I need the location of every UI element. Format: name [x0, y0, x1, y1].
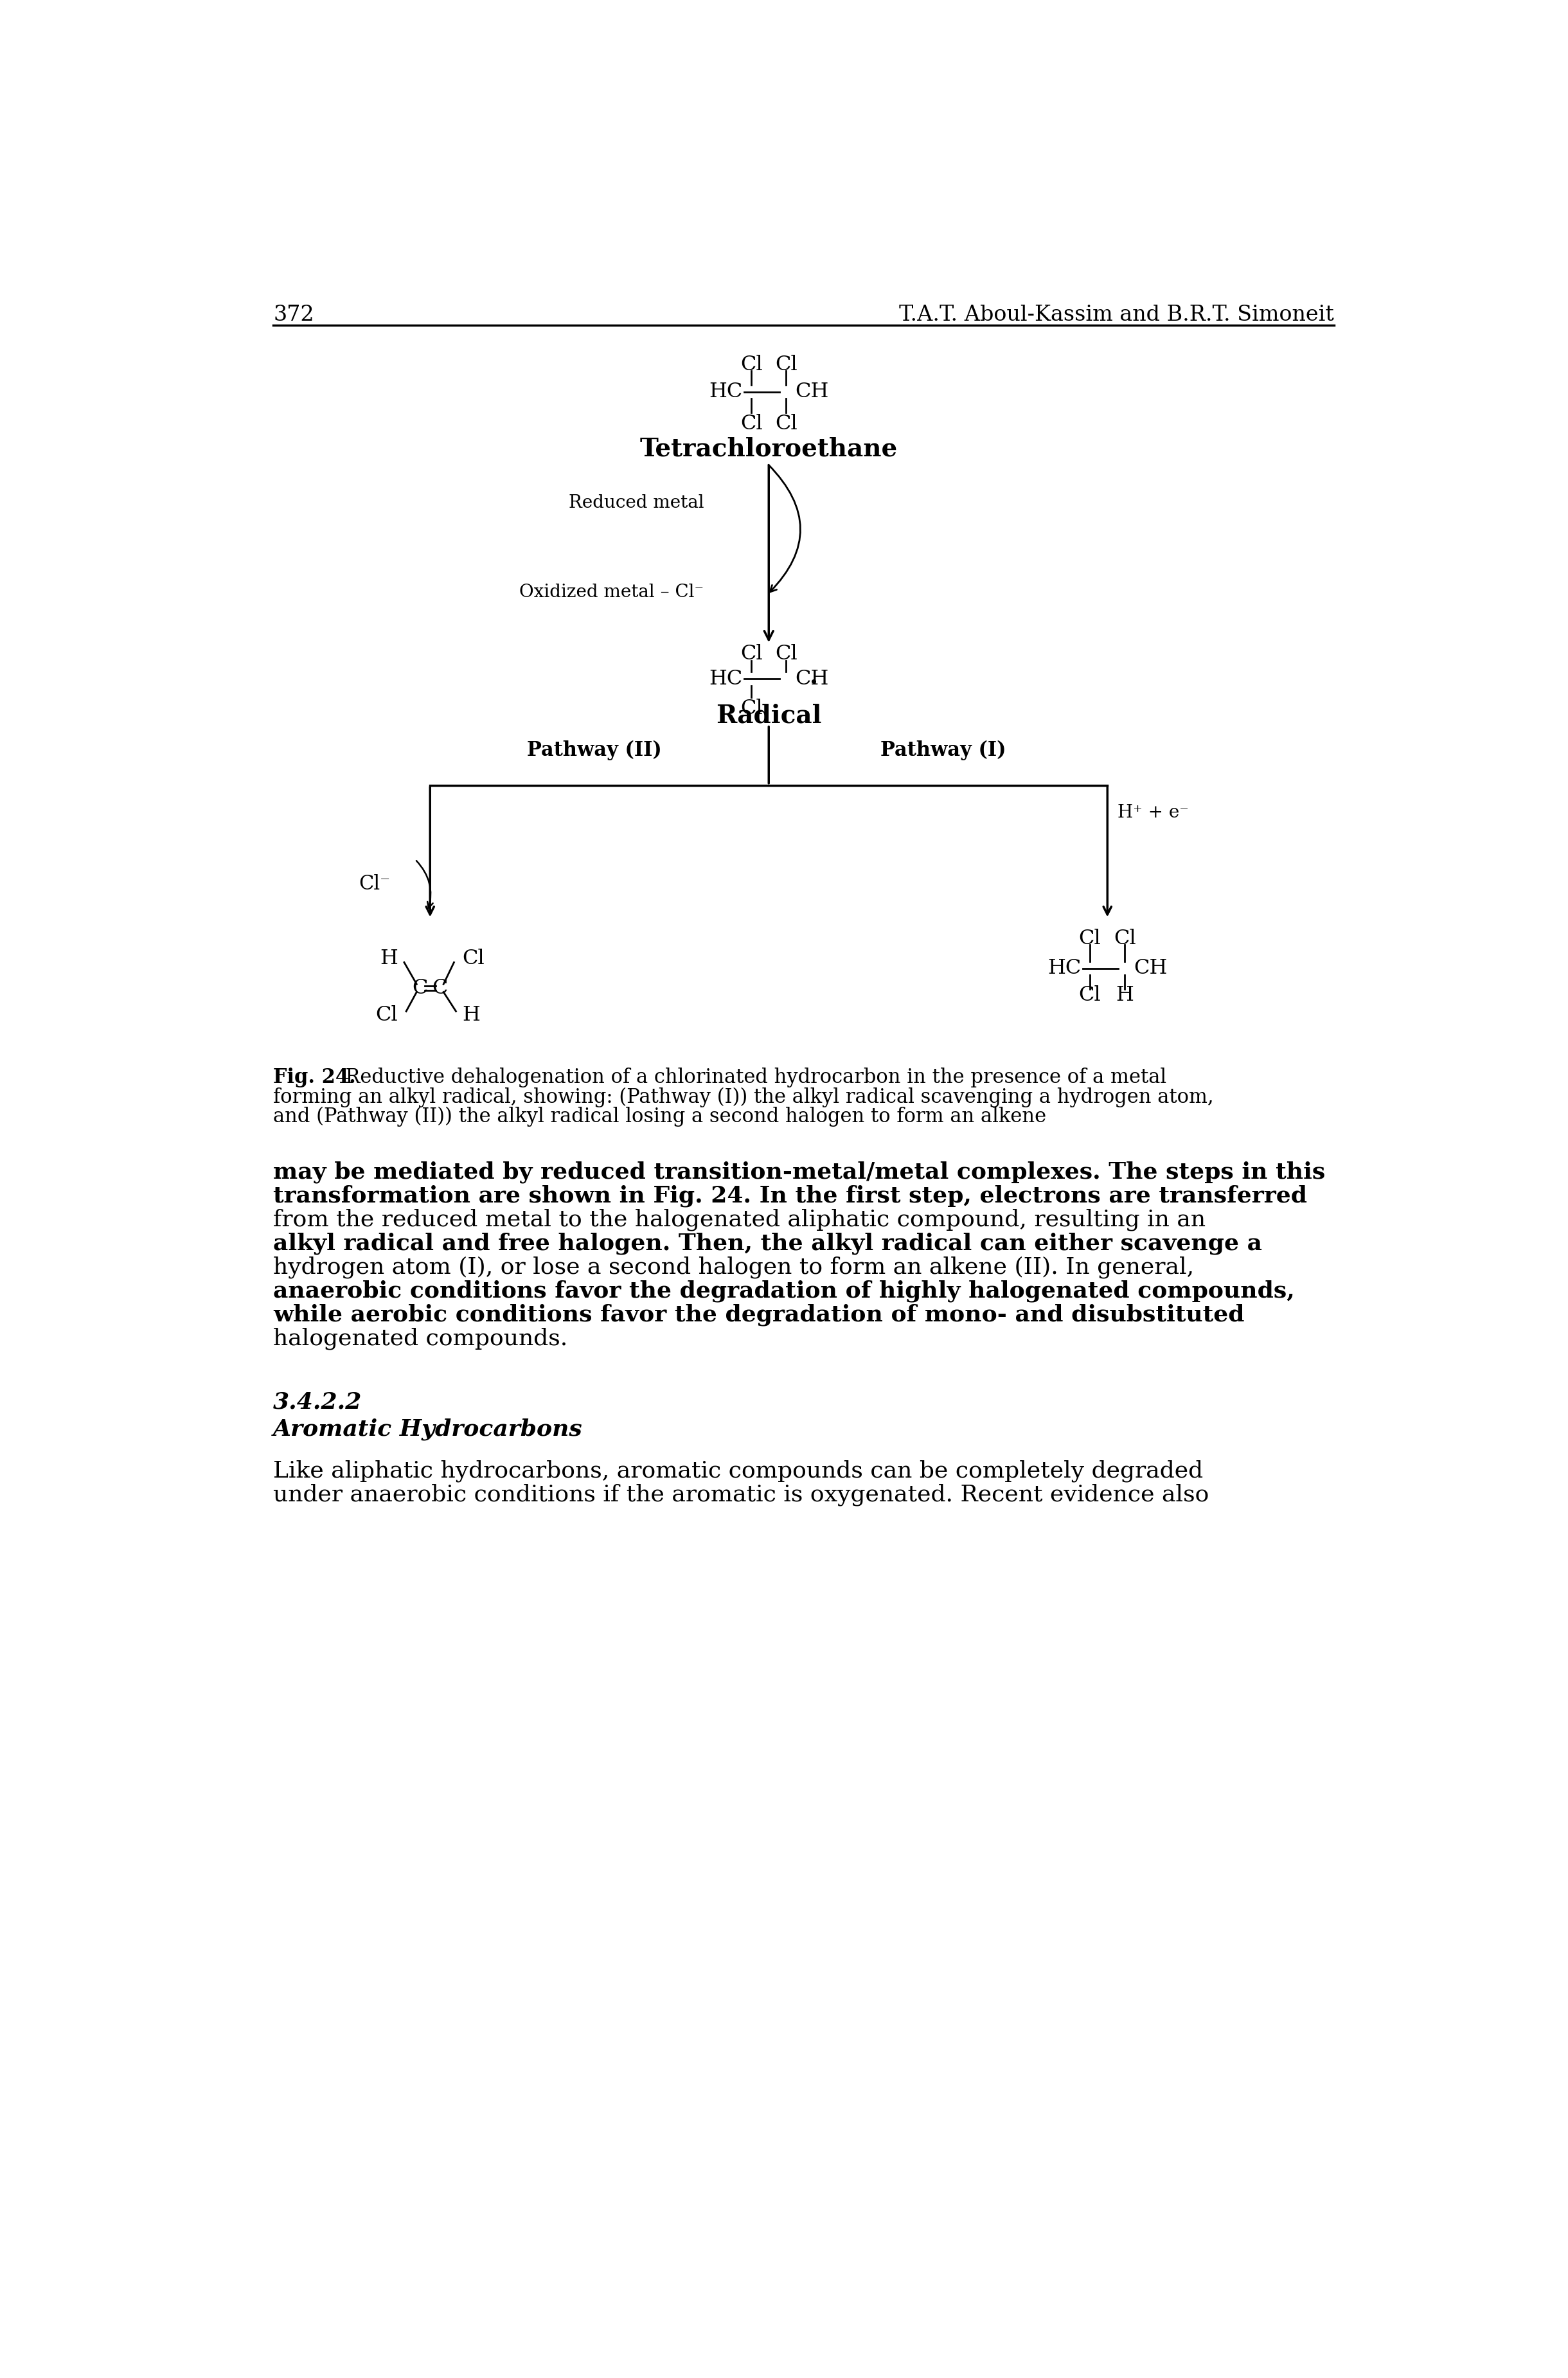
- Text: Reductive dehalogenation of a chlorinated hydrocarbon in the presence of a metal: Reductive dehalogenation of a chlorinate…: [332, 1068, 1167, 1087]
- Text: H: H: [1116, 984, 1134, 1006]
- Text: Cl: Cl: [1079, 930, 1101, 949]
- Text: Reduced metal: Reduced metal: [569, 495, 704, 511]
- Text: Cl: Cl: [1113, 930, 1135, 949]
- Text: CH: CH: [795, 383, 829, 402]
- Text: transformation are shown in Fig. 24. In the first step, electrons are transferre: transformation are shown in Fig. 24. In …: [273, 1184, 1308, 1208]
- Text: HC: HC: [1047, 958, 1080, 977]
- Text: Cl: Cl: [740, 699, 762, 718]
- Text: under anaerobic conditions if the aromatic is oxygenated. Recent evidence also: under anaerobic conditions if the aromat…: [273, 1484, 1209, 1505]
- Text: Aromatic Hydrocarbons: Aromatic Hydrocarbons: [273, 1417, 583, 1441]
- Text: H: H: [463, 1006, 480, 1025]
- Text: C: C: [412, 977, 428, 999]
- Text: Cl: Cl: [463, 949, 485, 968]
- Text: T.A.T. Aboul-Kassim and B.R.T. Simoneit: T.A.T. Aboul-Kassim and B.R.T. Simoneit: [898, 304, 1334, 326]
- Text: may be mediated by reduced transition-metal/metal complexes. The steps in this: may be mediated by reduced transition-me…: [273, 1160, 1325, 1184]
- Text: anaerobic conditions favor the degradation of highly halogenated compounds,: anaerobic conditions favor the degradati…: [273, 1279, 1295, 1303]
- Text: and (Pathway (II)) the alkyl radical losing a second halogen to form an alkene: and (Pathway (II)) the alkyl radical los…: [273, 1106, 1046, 1127]
- Text: 372: 372: [273, 304, 314, 326]
- Text: while aerobic conditions favor the degradation of mono- and disubstituted: while aerobic conditions favor the degra…: [273, 1303, 1245, 1327]
- Text: Radical: Radical: [717, 704, 822, 728]
- FancyArrowPatch shape: [417, 861, 433, 908]
- Text: Pathway (I): Pathway (I): [880, 740, 1005, 761]
- Text: Cl: Cl: [740, 644, 762, 663]
- Text: CH: CH: [795, 668, 829, 690]
- Text: from the reduced metal to the halogenated aliphatic compound, resulting in an: from the reduced metal to the halogenate…: [273, 1208, 1206, 1232]
- Text: Like aliphatic hydrocarbons, aromatic compounds can be completely degraded: Like aliphatic hydrocarbons, aromatic co…: [273, 1460, 1203, 1481]
- Text: forming an alkyl radical, showing: (Pathway (I)) the alkyl radical scavenging a : forming an alkyl radical, showing: (Path…: [273, 1087, 1214, 1108]
- Text: C: C: [433, 977, 448, 999]
- Text: Cl⁻: Cl⁻: [359, 875, 390, 894]
- FancyArrowPatch shape: [768, 464, 800, 592]
- Text: Fig. 24.: Fig. 24.: [273, 1068, 356, 1087]
- Text: Cl: Cl: [775, 354, 798, 373]
- Text: Cl: Cl: [740, 414, 762, 433]
- Text: CH: CH: [1134, 958, 1168, 977]
- Text: hydrogen atom (I), or lose a second halogen to form an alkene (II). In general,: hydrogen atom (I), or lose a second halo…: [273, 1256, 1195, 1279]
- Text: 3.4.2.2: 3.4.2.2: [273, 1391, 362, 1413]
- Text: Oxidized metal – Cl⁻: Oxidized metal – Cl⁻: [519, 583, 704, 602]
- Text: alkyl radical and free halogen. Then, the alkyl radical can either scavenge a: alkyl radical and free halogen. Then, th…: [273, 1232, 1262, 1256]
- Text: Cl: Cl: [375, 1006, 398, 1025]
- Text: HC: HC: [709, 383, 742, 402]
- Text: Cl: Cl: [775, 414, 798, 433]
- Text: Cl: Cl: [1079, 984, 1101, 1006]
- Text: Cl: Cl: [775, 644, 798, 663]
- Text: H⁺ + e⁻: H⁺ + e⁻: [1118, 804, 1189, 820]
- Text: HC: HC: [709, 668, 742, 690]
- Text: halogenated compounds.: halogenated compounds.: [273, 1327, 568, 1351]
- Text: Cl: Cl: [740, 354, 762, 373]
- Text: H: H: [379, 949, 398, 968]
- Text: Pathway (II): Pathway (II): [527, 740, 662, 761]
- Text: Tetrachloroethane: Tetrachloroethane: [640, 438, 897, 461]
